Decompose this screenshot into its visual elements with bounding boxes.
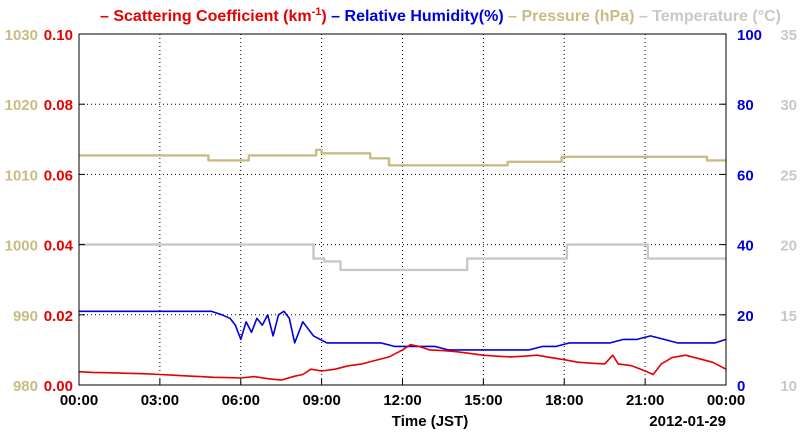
chart-axes: 00:00 03:00 06:00 09:00 12:00 15:00 18:00 21:00…	[5, 27, 797, 409]
humidity-tick-label: 40	[737, 238, 754, 255]
legend-text: – Scattering Coefficient (km-1) – Relati…	[100, 6, 781, 25]
x-axis-label: Time (JST)	[392, 413, 468, 430]
date-label: 2012-01-29	[649, 413, 726, 430]
pressure-tick-label: 980	[13, 378, 38, 395]
temperature-tick-label: 20	[780, 238, 797, 255]
series-line-humidity	[79, 310, 727, 351]
pressure-tick-label: 990	[13, 308, 38, 325]
scatter-tick-label: 0.04	[44, 238, 74, 255]
scatter-tick-label: 0.00	[44, 378, 73, 395]
pressure-tick-label: 1030	[5, 27, 38, 44]
chart-legend: – Scattering Coefficient (km-1) – Relati…	[100, 6, 781, 25]
pressure-tick-label: 1020	[5, 97, 38, 114]
temperature-tick-label: 30	[780, 97, 797, 114]
scatter-tick-label: 0.08	[44, 97, 73, 114]
humidity-tick-label: 100	[737, 27, 762, 44]
x-tick-label: 06:00	[222, 392, 260, 409]
temperature-tick-label: 15	[780, 308, 797, 325]
scatter-tick-label: 0.10	[44, 27, 73, 44]
x-tick-label: 21:00	[626, 392, 664, 409]
x-tick-label: 12:00	[383, 392, 421, 409]
chart-series-layer	[78, 148, 727, 381]
x-tick-label: 15:00	[464, 392, 502, 409]
temperature-tick-label: 10	[780, 378, 797, 395]
temperature-tick-label: 35	[780, 27, 797, 44]
humidity-tick-label: 60	[737, 167, 754, 184]
scatter-tick-label: 0.06	[44, 167, 73, 184]
x-tick-label: 18:00	[545, 392, 583, 409]
scatter-tick-label: 0.02	[44, 308, 73, 325]
series-line-temperature	[79, 243, 726, 272]
x-tick-label: 03:00	[141, 392, 179, 409]
pressure-tick-label: 1010	[5, 167, 38, 184]
x-tick-label: 00:00	[707, 392, 745, 409]
series-line-scatter	[78, 343, 727, 381]
chart-grid	[79, 34, 726, 385]
pressure-tick-label: 1000	[5, 238, 38, 255]
x-tick-label: 09:00	[302, 392, 340, 409]
temperature-tick-label: 25	[780, 167, 797, 184]
series-line-pressure	[79, 148, 726, 167]
humidity-tick-label: 0	[737, 378, 745, 395]
humidity-tick-label: 80	[737, 97, 754, 114]
humidity-tick-label: 20	[737, 308, 754, 325]
x-tick-label: 00:00	[60, 392, 98, 409]
